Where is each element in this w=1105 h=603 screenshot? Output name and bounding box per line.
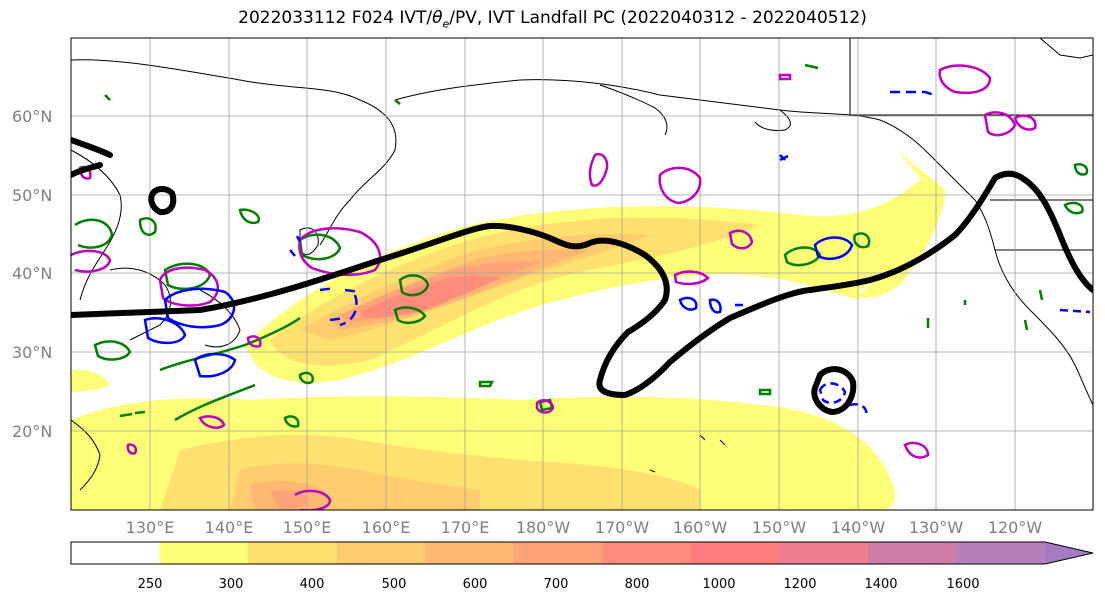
pv-contours-magenta (71, 64, 1037, 510)
colorbar-segment (779, 542, 869, 564)
map-frame (70, 37, 1094, 511)
colorbar-ticks: 250 300 400 500 600 700 800 1000 1200 14… (138, 577, 980, 592)
ivt-landfall-contour (71, 137, 1093, 415)
lat-label: 30°N (12, 343, 52, 362)
colorbar-tick-label: 600 (463, 577, 488, 592)
lat-label: 20°N (12, 422, 52, 441)
colorbar-segments (71, 542, 1046, 564)
colorbar-tick-label: 800 (625, 577, 650, 592)
lon-label: 160°W (673, 518, 728, 537)
colorbar-tick-label: 400 (300, 577, 325, 592)
colorbar-tick-label: 1200 (783, 577, 816, 592)
colorbar-outline (70, 541, 1094, 565)
lat-labels: 20°N 30°N 40°N 50°N 60°N (12, 107, 52, 441)
colorbar-extend-arrow (1045, 542, 1093, 564)
colorbar-segment (867, 542, 957, 564)
lon-label: 130°E (126, 518, 175, 537)
colorbar-segment (71, 542, 161, 564)
pv-contours-blue (143, 90, 1091, 416)
colorbar-tick-label: 300 (219, 577, 244, 592)
colorbar-segment (336, 542, 426, 564)
colorbar-tick-label: 700 (544, 577, 569, 592)
lat-label: 60°N (12, 107, 52, 126)
colorbar-tick-label: 1000 (702, 577, 735, 592)
colorbar-segment (159, 542, 249, 564)
lon-label: 170°E (441, 518, 490, 537)
colorbar-tick-label: 1400 (864, 577, 897, 592)
lon-label: 150°W (752, 518, 807, 537)
colorbar-segment (425, 542, 515, 564)
lon-label: 140°E (205, 518, 254, 537)
lon-label: 170°W (595, 518, 650, 537)
colorbar: 250 300 400 500 600 700 800 1000 1200 14… (70, 541, 1094, 592)
theta-e-contours (74, 63, 1089, 428)
colorbar-tick-label: 1600 (946, 577, 979, 592)
colorbar-tick-label: 500 (382, 577, 407, 592)
colorbar-tick-label: 250 (138, 577, 163, 592)
colorbar-segment (513, 542, 603, 564)
lon-label: 130°W (909, 518, 964, 537)
colorbar-segment (602, 542, 692, 564)
colorbar-segment (690, 542, 780, 564)
colorbar-segment (956, 542, 1046, 564)
lon-label: 160°E (362, 518, 411, 537)
lon-labels: 130°E 140°E 150°E 160°E 170°E 180°W 170°… (126, 518, 1043, 537)
map-title: 2022033112 F024 IVT/θe/PV, IVT Landfall … (238, 8, 867, 31)
lon-label: 120°W (988, 518, 1043, 537)
lat-label: 50°N (12, 186, 52, 205)
lon-label: 150°E (283, 518, 332, 537)
lon-label: 180°W (516, 518, 571, 537)
colorbar-segment (248, 542, 338, 564)
lon-label: 140°W (831, 518, 886, 537)
lat-label: 40°N (12, 264, 52, 283)
